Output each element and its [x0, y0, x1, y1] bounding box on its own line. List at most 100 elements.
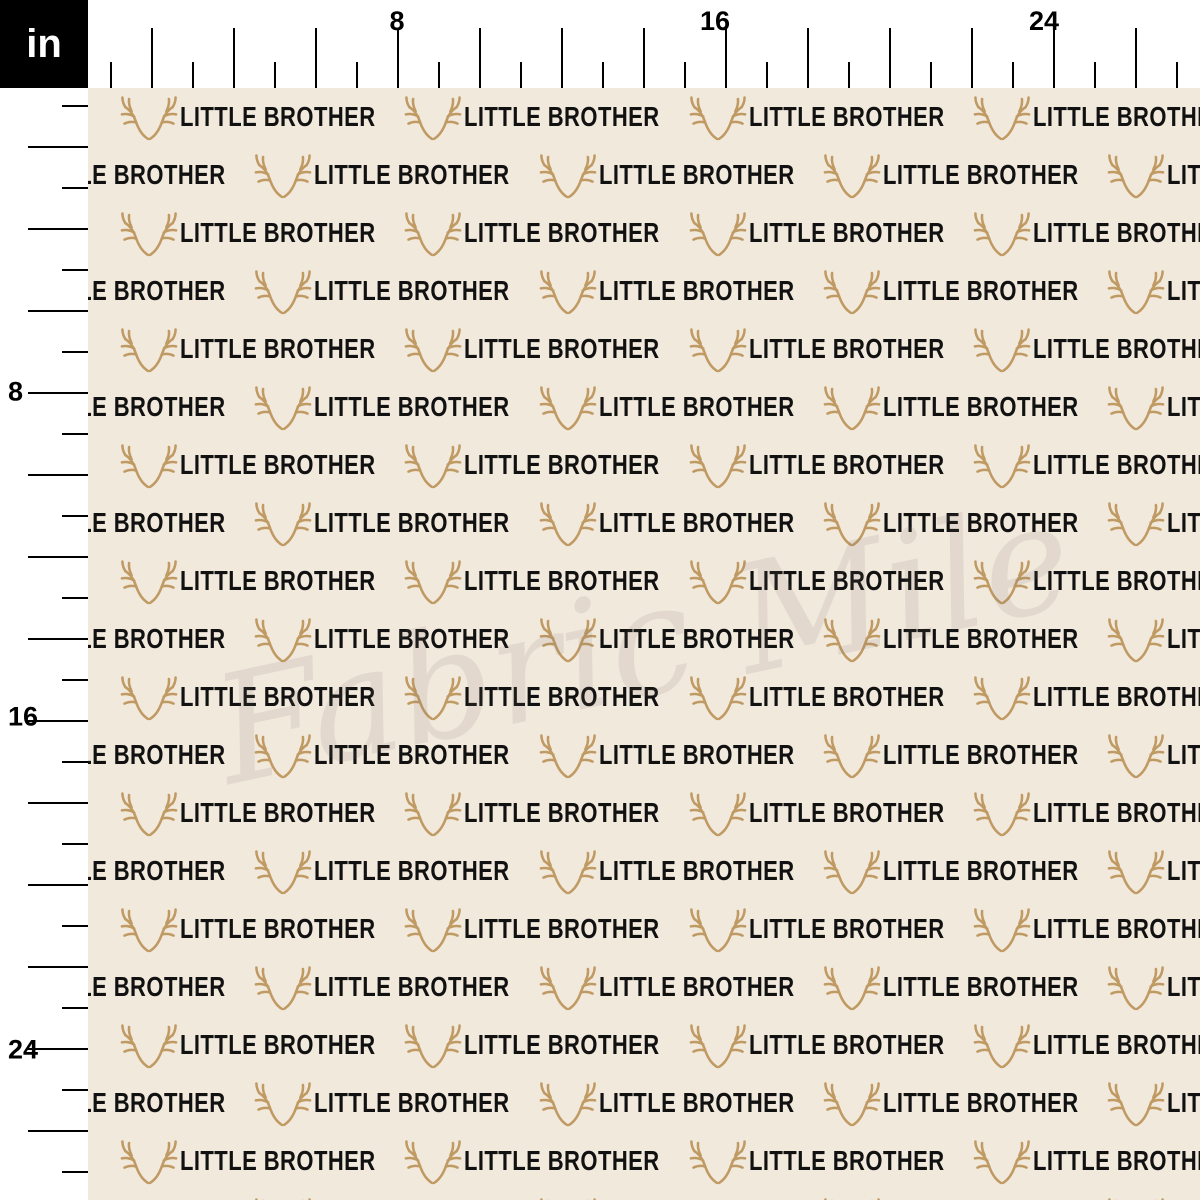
pattern-text: LITTLE BROTHER	[1032, 448, 1200, 481]
pattern-unit: LITTLE BROTHER	[252, 1190, 536, 1200]
pattern-text: LITTLE BROTHER	[748, 796, 945, 829]
ruler-tick-major	[397, 28, 399, 88]
ruler-vertical: 8 16 24	[0, 88, 88, 1200]
antlers-icon	[823, 1082, 881, 1127]
antlers-icon	[120, 328, 178, 373]
pattern-row: LITTLE BROTHER LITTLE BROTHER LITTLE BROTH…	[88, 378, 1200, 436]
antlers-icon	[689, 328, 746, 373]
ruler-tick-major	[1135, 28, 1137, 88]
pattern-text: LITTLE BROTHER	[1032, 796, 1200, 829]
pattern-text: LITTLE BROTHER	[1032, 1028, 1200, 1061]
ruler-tick-minor	[1176, 62, 1178, 88]
pattern-text: LITTLE BROTHER	[1167, 1086, 1200, 1119]
pattern-unit: LITTLE BROTHER	[252, 958, 536, 1016]
pattern-row: LITTLE BROTHER LITTLE BROTHER LITTLE BROTH…	[88, 1074, 1200, 1132]
pattern-unit: LITTLE BROTHER	[971, 204, 1200, 262]
pattern-unit: LITTLE BROTHER	[971, 1132, 1200, 1190]
ruler-tick-minor	[62, 351, 88, 353]
pattern-unit: LITTLE BROTHER	[402, 320, 686, 378]
ruler-tick-major	[643, 28, 645, 88]
pattern-text: LITTLE BROTHER	[598, 274, 795, 307]
antlers-icon	[539, 734, 596, 779]
pattern-unit: LITTLE BROTHER	[88, 842, 252, 900]
pattern-unit: LITTLE BROTHER	[118, 668, 402, 726]
pattern-unit: LITTLE BROTHER	[402, 88, 686, 146]
pattern-unit: LITTLE BROTHER	[537, 494, 821, 552]
pattern-unit: LITTLE BROTHER	[821, 146, 1105, 204]
antlers-icon	[120, 908, 178, 953]
antlers-icon	[1107, 1082, 1165, 1127]
pattern-unit: LITTLE BROTHER	[1105, 262, 1200, 320]
pattern-text: LITTLE BROTHER	[464, 1144, 660, 1177]
antlers-icon	[539, 502, 596, 547]
pattern-text: LITTLE BROTHER	[598, 622, 795, 655]
pattern-text: LITTLE BROTHER	[180, 564, 376, 597]
ruler-tick-major	[28, 720, 88, 722]
pattern-text: LITTLE BROTHER	[88, 158, 226, 191]
pattern-unit: LITTLE BROTHER	[971, 88, 1200, 146]
ruler-tick-minor	[356, 62, 358, 88]
pattern-text: LITTLE BROTHER	[1167, 854, 1200, 887]
ruler-tick-major	[28, 802, 88, 804]
pattern-row: LITTLE BROTHER LITTLE BROTHER LITTLE BROTH…	[118, 320, 1200, 378]
pattern-unit: LITTLE BROTHER	[687, 1016, 971, 1074]
pattern-unit: LITTLE BROTHER	[821, 958, 1105, 1016]
antlers-icon	[689, 560, 746, 605]
ruler-label-top-16: 16	[699, 6, 731, 36]
pattern-row: LITTLE BROTHER LITTLE BROTHER LITTLE BROTH…	[88, 146, 1200, 204]
antlers-icon	[120, 96, 178, 141]
pattern-text: LITTLE BROTHER	[88, 970, 226, 1003]
pattern-text: LITTLE BROTHER	[464, 1028, 660, 1061]
antlers-icon	[404, 328, 462, 373]
pattern-unit: LITTLE BROTHER	[118, 88, 402, 146]
pattern-unit: LITTLE BROTHER	[687, 204, 971, 262]
pattern-text: LITTLE BROTHER	[464, 216, 660, 249]
antlers-icon	[120, 1140, 178, 1185]
antlers-icon	[1107, 734, 1165, 779]
pattern-text: LITTLE BROTHER	[180, 1028, 376, 1061]
pattern-unit: LITTLE BROTHER	[821, 1190, 1105, 1200]
pattern-unit: LITTLE BROTHER	[687, 668, 971, 726]
antlers-icon	[120, 212, 178, 257]
antlers-icon	[973, 560, 1031, 605]
pattern-unit: LITTLE BROTHER	[402, 204, 686, 262]
pattern-text: LITTLE BROTHER	[598, 390, 795, 423]
antlers-icon	[973, 96, 1031, 141]
ruler-tick-minor	[1012, 62, 1014, 88]
pattern-text: LITTLE BROTHER	[464, 564, 660, 597]
pattern-unit: LITTLE BROTHER	[1105, 958, 1200, 1016]
pattern-unit: LITTLE BROTHER	[687, 900, 971, 958]
ruler-tick-minor	[110, 62, 112, 88]
pattern-row: LITTLE BROTHER LITTLE BROTHER LITTLE BROTH…	[88, 726, 1200, 784]
antlers-icon	[404, 1024, 462, 1069]
pattern-text: LITTLE BROTHER	[1167, 158, 1200, 191]
pattern-unit: LITTLE BROTHER	[687, 436, 971, 494]
antlers-icon	[404, 792, 462, 837]
ruler-tick-minor	[274, 62, 276, 88]
pattern-text: LITTLE BROTHER	[88, 738, 226, 771]
antlers-icon	[404, 1140, 462, 1185]
pattern-row: LITTLE BROTHER LITTLE BROTHER LITTLE BROTH…	[118, 668, 1200, 726]
unit-badge: in	[0, 0, 88, 88]
antlers-icon	[689, 792, 746, 837]
pattern-text: LITTLE BROTHER	[88, 506, 226, 539]
ruler-horizontal: 8 16 24	[88, 0, 1200, 88]
antlers-icon	[689, 908, 746, 953]
antlers-icon	[1107, 850, 1165, 895]
pattern-text: LITTLE BROTHER	[882, 738, 1079, 771]
pattern-unit: LITTLE BROTHER	[1105, 378, 1200, 436]
pattern-unit: LITTLE BROTHER	[537, 958, 821, 1016]
pattern-text: LITTLE BROTHER	[464, 680, 660, 713]
pattern-text: LITTLE BROTHER	[314, 1086, 510, 1119]
ruler-tick-minor	[62, 597, 88, 599]
pattern-text: LITTLE BROTHER	[1167, 622, 1200, 655]
antlers-icon	[120, 676, 178, 721]
pattern-unit: LITTLE BROTHER	[88, 494, 252, 552]
pattern-text: LITTLE BROTHER	[464, 448, 660, 481]
antlers-icon	[404, 444, 462, 489]
antlers-icon	[823, 966, 881, 1011]
ruler-tick-minor	[930, 62, 932, 88]
ruler-label-top-24: 24	[1028, 6, 1060, 36]
pattern-row: LITTLE BROTHER LITTLE BROTHER LITTLE BROTH…	[88, 958, 1200, 1016]
pattern-text: LITTLE BROTHER	[1167, 390, 1200, 423]
